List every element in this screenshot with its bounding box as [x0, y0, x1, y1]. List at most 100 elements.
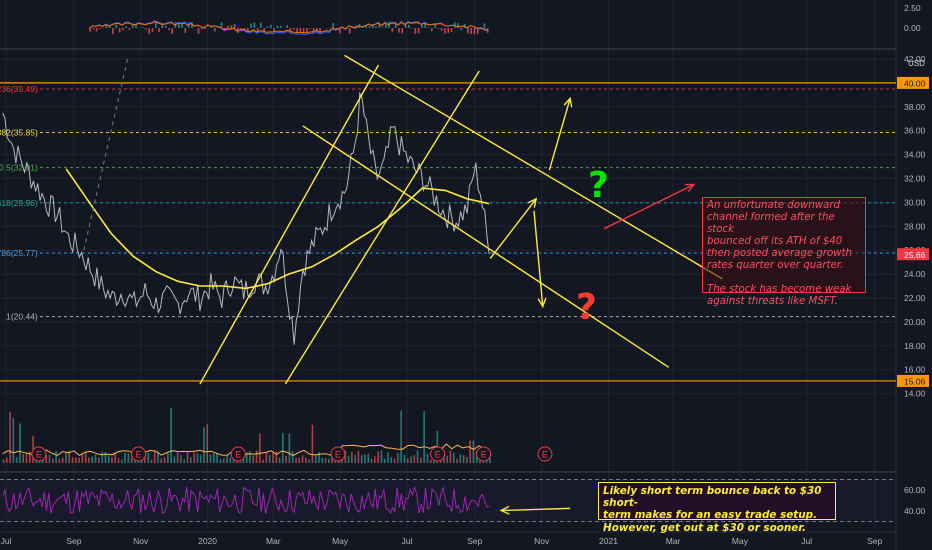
rsi-line — [2, 485, 490, 515]
macd-histogram-bar — [401, 28, 404, 34]
volume-bar — [176, 452, 179, 463]
price-series — [2, 58, 490, 345]
volume-bar — [462, 455, 465, 463]
volume-bar — [357, 450, 360, 463]
macd-histogram-bar — [92, 28, 95, 30]
macd-histogram-bar — [431, 28, 433, 32]
volume-bar — [117, 458, 120, 463]
macd-histogram-bar — [398, 28, 400, 33]
macd-histogram-bar — [276, 25, 279, 28]
volume-bar — [45, 454, 48, 463]
volume-bar — [19, 423, 21, 463]
macd-histogram-bar — [161, 23, 164, 28]
macd-histogram-bar — [141, 27, 144, 28]
macd-histogram-bar — [470, 28, 473, 35]
fib-level-label: 0.5(32.91) — [0, 163, 38, 173]
volume-bar — [173, 456, 176, 463]
macd-histogram-bar — [368, 26, 371, 28]
macd-histogram-bar — [200, 28, 203, 30]
earnings-marker[interactable]: E — [230, 446, 246, 462]
price-axis[interactable]: 14.0016.0018.0020.0022.0024.0026.0028.00… — [897, 0, 932, 550]
macd-histogram-bar — [309, 28, 312, 30]
earnings-marker[interactable]: E — [537, 446, 553, 462]
macd-histogram-bar — [279, 25, 282, 28]
volume-bar — [259, 433, 261, 463]
time-tick-label: Mar — [666, 536, 681, 546]
earnings-label: E — [136, 450, 142, 460]
rsi-pointer-arrow-head — [499, 505, 510, 515]
price-tick-label: 14.00 — [904, 389, 926, 399]
volume-bar — [186, 451, 189, 463]
volume-bar — [324, 458, 327, 463]
volume-bar — [153, 450, 156, 463]
time-axis[interactable]: Jul Sep Nov 2020 Mar May Jul Sep Nov 2021 Mar May Ju… — [1, 536, 883, 546]
volume-bar — [206, 424, 209, 463]
macd-histogram-bar — [319, 28, 321, 34]
macd-histogram-bar — [427, 27, 430, 28]
macd-histogram-bar — [444, 28, 446, 34]
macd-histogram-bar — [483, 23, 486, 28]
volume-bar — [347, 455, 350, 463]
earnings-marker[interactable]: E — [31, 446, 47, 462]
volume-bar — [29, 451, 31, 463]
volume-bar — [249, 451, 251, 463]
level-badge: 40.00 — [904, 78, 926, 88]
volume-bar — [48, 454, 51, 463]
macd-histogram-bar — [434, 23, 436, 28]
annotation-short-term-bounce[interactable]: Likely short term bounce back to $30 sho… — [598, 482, 836, 534]
earnings-marker[interactable]: E — [330, 446, 346, 462]
time-tick-label: Jul — [801, 536, 812, 546]
volume-bar — [403, 455, 406, 463]
earnings-label: E — [435, 450, 441, 460]
price-tick-label: 42.00 — [904, 54, 926, 64]
volume-bar — [167, 453, 169, 463]
volume-bar — [255, 450, 258, 463]
volume-bar — [344, 450, 347, 463]
macd-histogram-bar — [404, 24, 407, 28]
macd-histogram-bar — [250, 23, 252, 28]
price-tick-label: 22.00 — [904, 293, 926, 303]
macd-histogram-bar — [253, 22, 256, 28]
volume-bar — [400, 410, 402, 463]
macd-histogram-bar — [181, 22, 183, 28]
volume-bar — [305, 457, 307, 463]
volume-bar — [226, 455, 228, 463]
annotation-downward-channel[interactable]: An unfortunate downward channel formed a… — [702, 197, 866, 307]
volume-bar — [364, 454, 366, 463]
fib-level-label: 1(20.44) — [6, 312, 38, 322]
projection-arrow — [533, 210, 544, 307]
macd-histogram-bar — [299, 28, 302, 33]
macd-histogram-bar — [391, 28, 394, 32]
earnings-circle — [330, 446, 346, 462]
volume-bar — [88, 457, 90, 463]
volume-bar — [61, 457, 64, 463]
volume-bar — [25, 452, 28, 463]
macd-histogram-bar — [408, 24, 410, 28]
macd-histogram-bar — [148, 28, 151, 35]
earnings-marker[interactable]: E — [476, 446, 492, 462]
macd-histogram-bar — [99, 28, 101, 29]
volume-bar — [65, 452, 67, 463]
macd-histogram-bar — [263, 28, 266, 33]
volume-bar — [150, 459, 153, 463]
time-tick-label: Nov — [133, 536, 149, 546]
macd-histogram-bar — [447, 28, 450, 33]
volume-bar — [163, 457, 166, 463]
volume-bar — [91, 456, 94, 463]
volume-bar — [216, 453, 218, 463]
volume-bar — [377, 451, 379, 463]
macd-histogram-bar — [108, 26, 111, 28]
volume-bar — [213, 453, 215, 463]
volume-bar — [147, 453, 149, 463]
macd-histogram-bar — [335, 28, 338, 29]
volume-bar — [81, 454, 84, 463]
macd-histogram-bar — [460, 28, 463, 31]
macd-histogram-bar — [230, 25, 233, 28]
volume-bar — [58, 459, 61, 463]
projection-arrow — [548, 98, 571, 171]
time-tick-label: Sep — [66, 536, 81, 546]
earnings-marker[interactable]: E — [131, 446, 147, 462]
earnings-marker[interactable]: E — [430, 446, 446, 462]
annotation-pointer-arrow — [603, 183, 695, 230]
